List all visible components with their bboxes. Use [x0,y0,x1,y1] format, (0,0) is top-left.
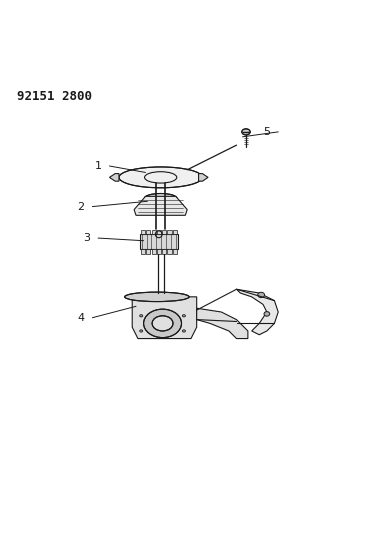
Bar [141,230,145,235]
Text: 92151 2800: 92151 2800 [16,90,92,103]
Text: 5: 5 [263,127,270,137]
Bar [152,230,156,235]
Ellipse shape [144,309,181,337]
Text: 1: 1 [95,161,102,171]
Bar [162,230,166,235]
Text: 3: 3 [83,233,90,243]
Ellipse shape [182,330,185,332]
Bar [173,249,177,254]
Bar [146,230,151,235]
Bar [141,249,145,254]
Bar [167,230,172,235]
Polygon shape [236,289,278,335]
Bar [140,235,178,249]
Text: 4: 4 [78,313,84,322]
Polygon shape [134,196,187,215]
Polygon shape [199,174,208,181]
Ellipse shape [258,292,265,297]
Ellipse shape [152,316,173,331]
Ellipse shape [182,314,185,317]
Ellipse shape [144,193,177,203]
Bar [162,249,166,254]
Bar [157,230,161,235]
Ellipse shape [264,312,270,316]
Bar [146,249,151,254]
Polygon shape [197,308,248,338]
Bar [157,249,161,254]
Bar [173,230,177,235]
Polygon shape [132,297,197,338]
Bar [167,249,172,254]
Ellipse shape [242,129,250,135]
Polygon shape [110,174,119,181]
Ellipse shape [119,167,202,188]
Ellipse shape [125,292,189,302]
Text: 2: 2 [78,201,84,212]
Ellipse shape [140,314,143,317]
Ellipse shape [140,330,143,332]
Bar [152,249,156,254]
